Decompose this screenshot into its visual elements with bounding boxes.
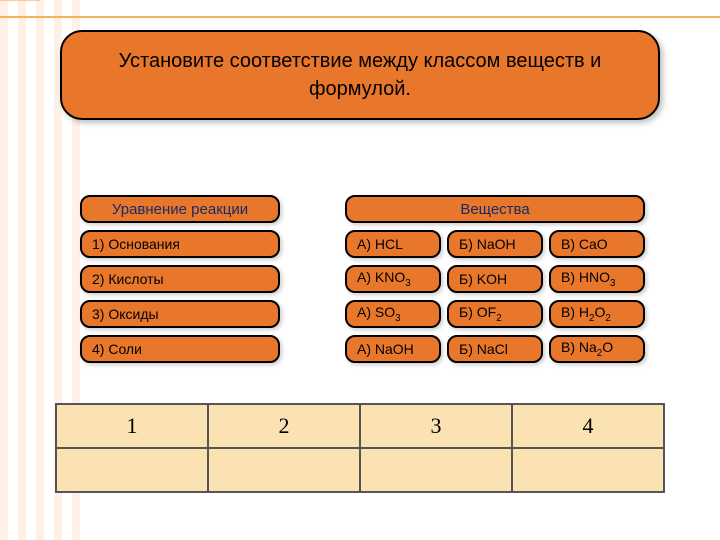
right-row: А) KNO3 Б) KOH В) HNO3: [345, 265, 645, 293]
left-item[interactable]: 3) Оксиды: [80, 300, 280, 328]
left-column: Уравнение реакции 1) Основания 2) Кислот…: [80, 195, 280, 370]
option-label: Б) OF2: [459, 304, 502, 324]
option-label: В) H2O2: [561, 304, 611, 324]
right-column: Вещества А) HCL Б) NaOH В) CaO А) KNO3 Б…: [345, 195, 645, 370]
option-b[interactable]: Б) NaOH: [447, 230, 543, 258]
answer-header-cell: 1: [56, 404, 208, 448]
option-label: В) CaO: [561, 236, 608, 252]
answer-header-cell: 3: [360, 404, 512, 448]
left-item[interactable]: 2) Кислоты: [80, 265, 280, 293]
right-row: А) HCL Б) NaOH В) CaO: [345, 230, 645, 258]
left-item-label: 1) Основания: [92, 236, 180, 252]
task-title: Установите соответствие между классом ве…: [60, 30, 660, 120]
right-header: Вещества: [345, 195, 645, 223]
option-v[interactable]: В) H2O2: [549, 300, 645, 328]
option-a[interactable]: А) NaOH: [345, 335, 441, 363]
option-b[interactable]: Б) NaCl: [447, 335, 543, 363]
option-label: А) NaOH: [357, 341, 414, 357]
option-b[interactable]: Б) OF2: [447, 300, 543, 328]
left-header-text: Уравнение реакции: [112, 201, 248, 218]
answer-header-cell: 2: [208, 404, 360, 448]
right-row: А) SO3 Б) OF2 В) H2O2: [345, 300, 645, 328]
left-item-label: 2) Кислоты: [92, 271, 164, 287]
answer-cell[interactable]: [56, 448, 208, 492]
answer-cell[interactable]: [360, 448, 512, 492]
left-item[interactable]: 4) Соли: [80, 335, 280, 363]
option-label: Б) NaCl: [459, 341, 508, 357]
right-row: А) NaOH Б) NaCl В) Na2O: [345, 335, 645, 363]
answer-cell[interactable]: [208, 448, 360, 492]
left-header: Уравнение реакции: [80, 195, 280, 223]
option-label: Б) NaOH: [459, 236, 516, 252]
left-item[interactable]: 1) Основания: [80, 230, 280, 258]
option-v[interactable]: В) Na2O: [549, 335, 645, 363]
option-v[interactable]: В) CaO: [549, 230, 645, 258]
option-a[interactable]: А) SO3: [345, 300, 441, 328]
left-item-label: 3) Оксиды: [92, 306, 159, 322]
accent-rule: [0, 16, 720, 18]
answer-header-row: 1 2 3 4: [56, 404, 664, 448]
option-label: Б) KOH: [459, 271, 507, 287]
option-label: А) SO3: [357, 304, 401, 324]
answer-input-row: [56, 448, 664, 492]
left-item-label: 4) Соли: [92, 341, 142, 357]
task-title-text: Установите соответствие между классом ве…: [92, 47, 628, 103]
answer-cell[interactable]: [512, 448, 664, 492]
option-label: А) KNO3: [357, 269, 411, 289]
answer-table: 1 2 3 4: [55, 403, 665, 493]
option-label: В) HNO3: [561, 269, 615, 289]
option-b[interactable]: Б) KOH: [447, 265, 543, 293]
option-label: В) Na2O: [561, 339, 613, 359]
answer-header-cell: 4: [512, 404, 664, 448]
option-v[interactable]: В) HNO3: [549, 265, 645, 293]
option-label: А) HCL: [357, 236, 403, 252]
right-header-text: Вещества: [460, 201, 529, 218]
option-a[interactable]: А) HCL: [345, 230, 441, 258]
option-a[interactable]: А) KNO3: [345, 265, 441, 293]
